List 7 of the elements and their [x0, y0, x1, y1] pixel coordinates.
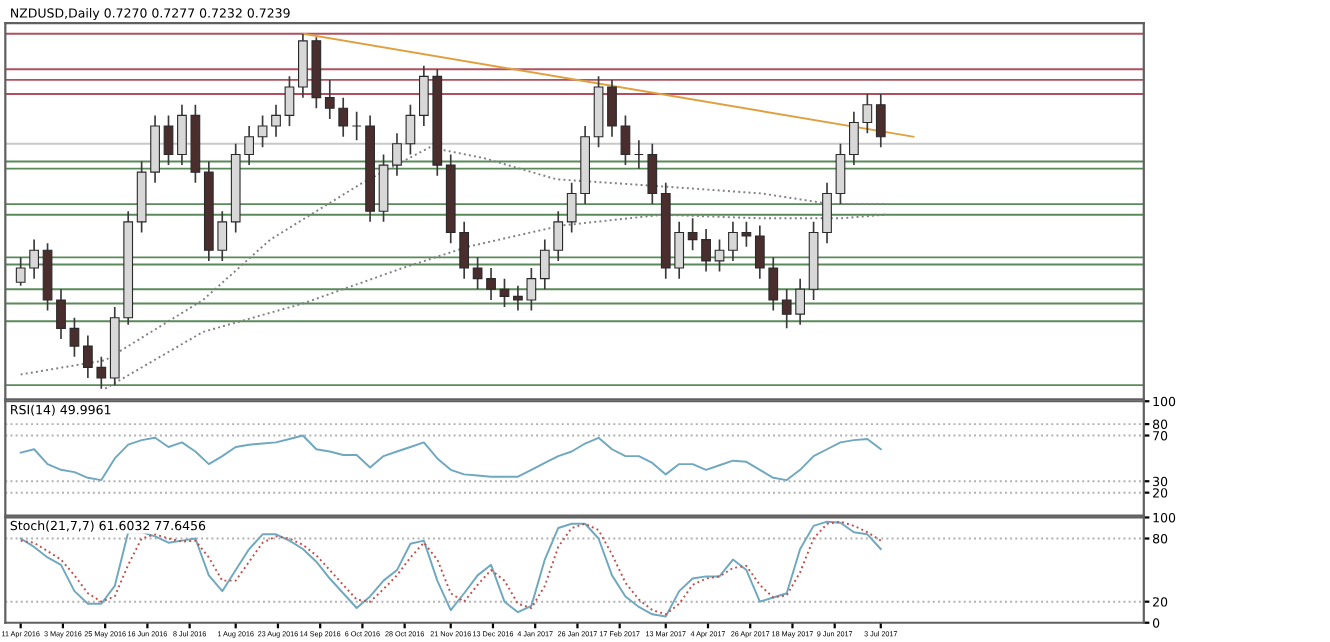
candlestick — [499, 277, 510, 308]
candlestick — [647, 142, 658, 205]
line-series — [19, 434, 882, 482]
candlestick — [163, 114, 174, 166]
candlestick — [875, 93, 886, 149]
candlestick — [351, 111, 362, 142]
candlestick — [714, 238, 725, 273]
